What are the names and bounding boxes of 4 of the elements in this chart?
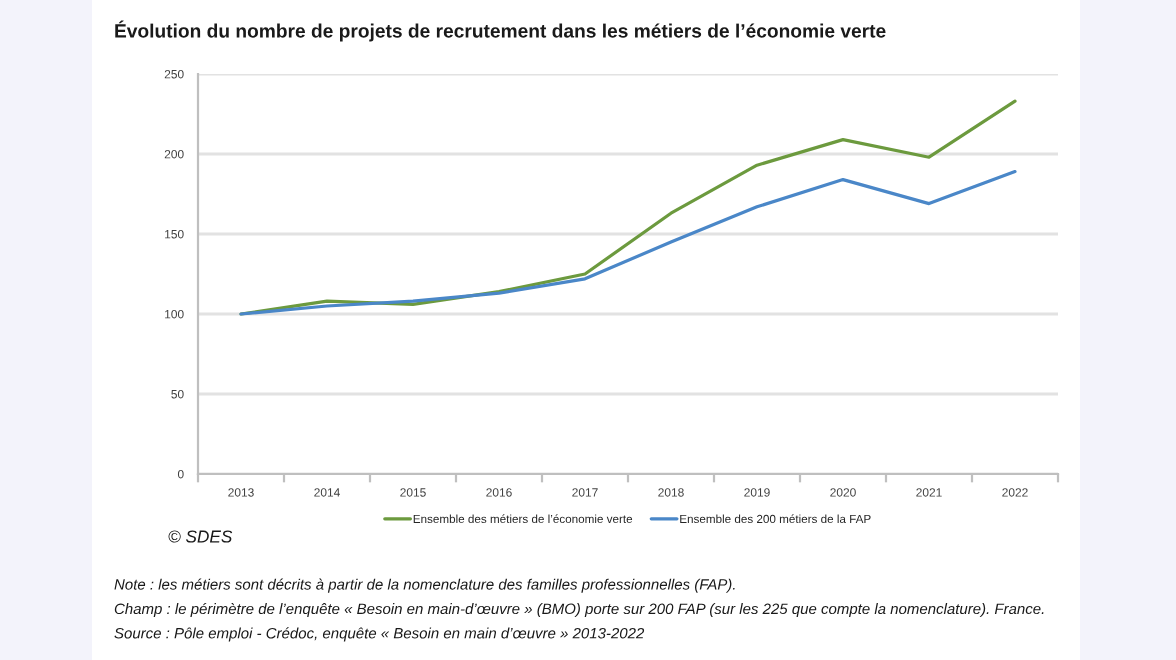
text: © SDES	[168, 530, 233, 543]
chart-title: Évolution du nombre de projets de recrutement dans les métiers de l’économie verte	[115, 20, 886, 42]
line-series	[239, 170, 1017, 316]
line-series	[239, 99, 1017, 316]
